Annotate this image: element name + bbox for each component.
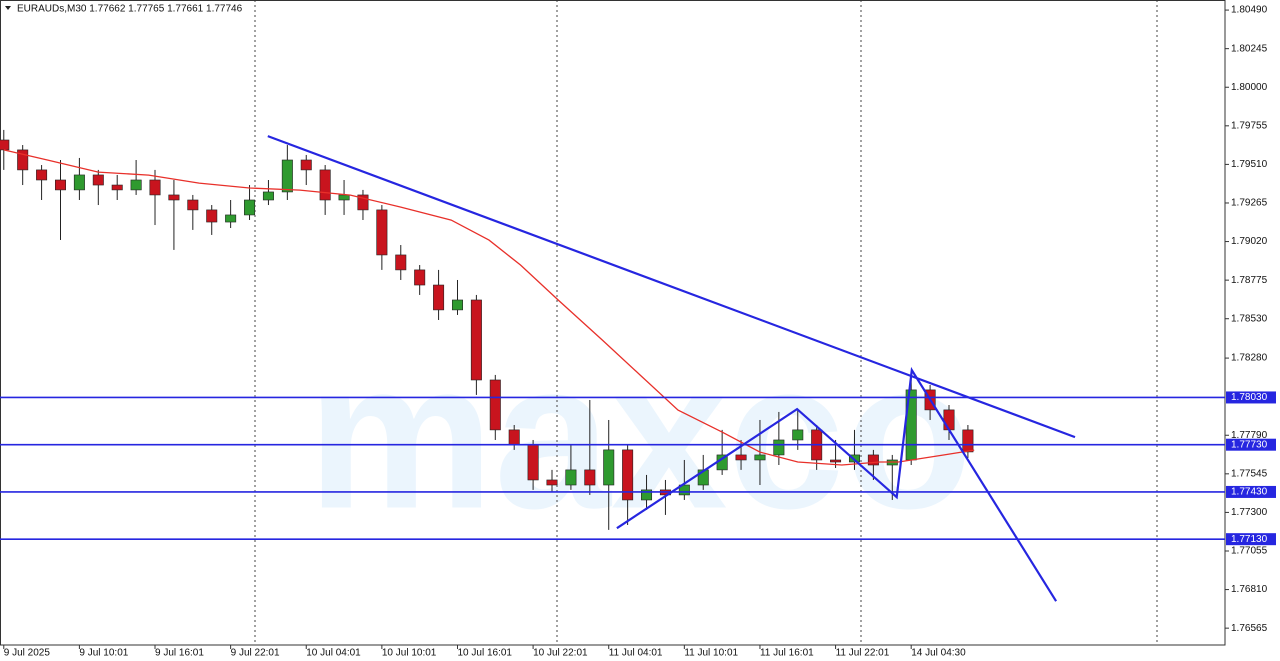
level-label: 1.77430 [1231,487,1268,498]
candle-body [773,439,785,456]
y-tick-label: 1.77300 [1231,507,1268,518]
candle-body [168,194,180,201]
y-tick-label: 1.79265 [1231,198,1268,209]
candle-body [962,429,974,453]
candle-body [489,379,501,431]
y-tick-label: 1.78280 [1231,353,1268,364]
trendline [267,135,1076,439]
y-tick-label: 1.80245 [1231,43,1268,54]
candle-body [92,174,104,186]
x-tick-label: 11 Jul 22:01 [836,648,890,659]
candle-body [433,284,445,311]
x-tick-label: 14 Jul 04:30 [911,648,966,659]
candle-body [754,454,766,461]
y-tick-label: 1.76810 [1231,584,1268,595]
y-tick-label: 1.79510 [1231,159,1268,170]
y-tick-label: 1.80000 [1231,82,1268,93]
candle-body [867,454,879,466]
candle-body [470,299,482,381]
menu-arrow [5,6,11,10]
candle-body [262,191,274,201]
candle-body [17,149,29,171]
candle-body [319,169,331,201]
level-label-box [1226,485,1276,498]
x-tick-label: 11 Jul 04:01 [609,648,663,659]
y-tick-label: 1.77790 [1231,430,1268,441]
candle-body [225,214,237,223]
y-tick-label: 1.77055 [1231,546,1268,557]
level-label-box [1226,391,1276,404]
y-tick-label: 1.79020 [1231,236,1268,247]
candle-body [584,469,596,486]
plot-frame [0,0,1226,646]
candle-body [36,169,48,181]
candle-body [187,199,199,211]
candle-body [792,429,804,441]
candle-body [54,179,66,191]
candle-body [357,194,369,211]
x-tick-label: 9 Jul 10:01 [79,648,128,659]
x-tick-label: 10 Jul 16:01 [457,648,512,659]
candle-body [565,469,577,486]
candle-body [735,454,747,461]
x-tick-label: 9 Jul 16:01 [155,648,204,659]
candle-body [527,444,539,481]
header: EURAUDs,M30 1.77662 1.77765 1.77661 1.77… [17,4,243,15]
candle-body [678,484,690,496]
level-label-box [1226,533,1276,546]
candle-body [73,174,85,191]
candle-body [395,254,407,271]
y-tick-label: 1.79755 [1231,120,1268,131]
x-tick-label: 10 Jul 22:01 [533,648,588,659]
candle-body [111,184,123,191]
x-tick-label: 11 Jul 16:01 [760,648,814,659]
y-tick-label: 1.80490 [1231,5,1268,16]
candle-body [149,179,161,196]
candle-body [622,449,634,501]
y-tick-label: 1.77545 [1231,468,1268,479]
level-label: 1.77130 [1231,534,1268,545]
y-tick-label: 1.78775 [1231,275,1268,286]
candle-body [546,479,558,486]
moving-average [3,149,975,466]
candle-body [300,159,312,171]
x-tick-label: 10 Jul 10:01 [382,648,437,659]
x-tick-label: 9 Jul 2025 [4,648,51,659]
x-tick-label: 11 Jul 10:01 [684,648,738,659]
candle-body [206,209,218,223]
candle-body [130,179,142,191]
candle-body [943,409,955,431]
candle-body [281,159,293,193]
candle-body [603,449,615,486]
candle-body [508,429,520,446]
candle-body [244,199,256,216]
trendline [616,366,1058,602]
candle-body [641,489,653,501]
y-tick-label: 1.78530 [1231,313,1268,324]
x-tick-label: 10 Jul 04:01 [306,648,361,659]
candle-body [451,299,463,311]
candle-body [830,459,842,463]
level-label: 1.78030 [1231,392,1268,403]
candle-body [414,269,426,286]
candle-body [0,139,10,151]
candle-body [338,194,350,201]
level-label: 1.77730 [1231,439,1268,450]
watermark: maxco [307,317,972,552]
x-tick-label: 9 Jul 22:01 [231,648,280,659]
candle-body [376,209,388,256]
level-label-box [1226,438,1276,451]
y-tick-label: 1.76565 [1231,623,1268,634]
